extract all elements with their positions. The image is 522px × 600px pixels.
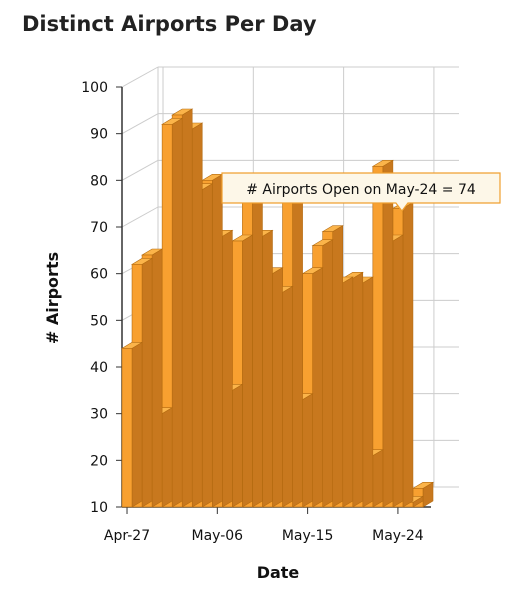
grid-line-depth xyxy=(121,159,159,181)
chart-title: Distinct Airports Per Day xyxy=(22,12,317,36)
tick-labels: 10 20 30 40 50 60 70 80 90 100 Apr-27 May-06 May-15 M… xyxy=(81,80,424,544)
y-tick-label: 60 xyxy=(90,267,108,283)
y-tick-label: 10 xyxy=(90,500,108,516)
x-axis-label: Date xyxy=(257,563,300,582)
y-tick-label: 80 xyxy=(90,173,108,189)
bar[interactable] xyxy=(120,341,144,508)
grid-line-depth xyxy=(121,66,159,88)
x-tick-label: May-15 xyxy=(282,528,334,544)
tooltip: # Airports Open on May-24 = 74 xyxy=(221,172,501,212)
y-tick-label: 30 xyxy=(90,407,108,423)
y-tick-label: 90 xyxy=(90,127,108,143)
y-axis-label: # Airports xyxy=(43,252,62,344)
x-tick-label: May-24 xyxy=(372,528,424,544)
y-tick-label: 100 xyxy=(81,80,108,96)
grid-line-depth xyxy=(121,113,159,135)
x-tick-label: May-06 xyxy=(192,528,244,544)
tooltip-text: # Airports Open on May-24 = 74 xyxy=(246,182,476,198)
x-tick-label: Apr-27 xyxy=(104,528,150,544)
bar[interactable] xyxy=(161,117,184,508)
bar[interactable] xyxy=(301,267,324,508)
bars xyxy=(120,108,435,508)
bar[interactable] xyxy=(231,234,254,508)
y-tick-label: 40 xyxy=(90,360,108,376)
tooltip-box xyxy=(221,172,501,212)
y-tick-label: 50 xyxy=(90,313,108,329)
y-tick-label: 20 xyxy=(90,453,108,469)
y-tick-label: 70 xyxy=(90,220,108,236)
grid-line-depth xyxy=(121,206,159,228)
